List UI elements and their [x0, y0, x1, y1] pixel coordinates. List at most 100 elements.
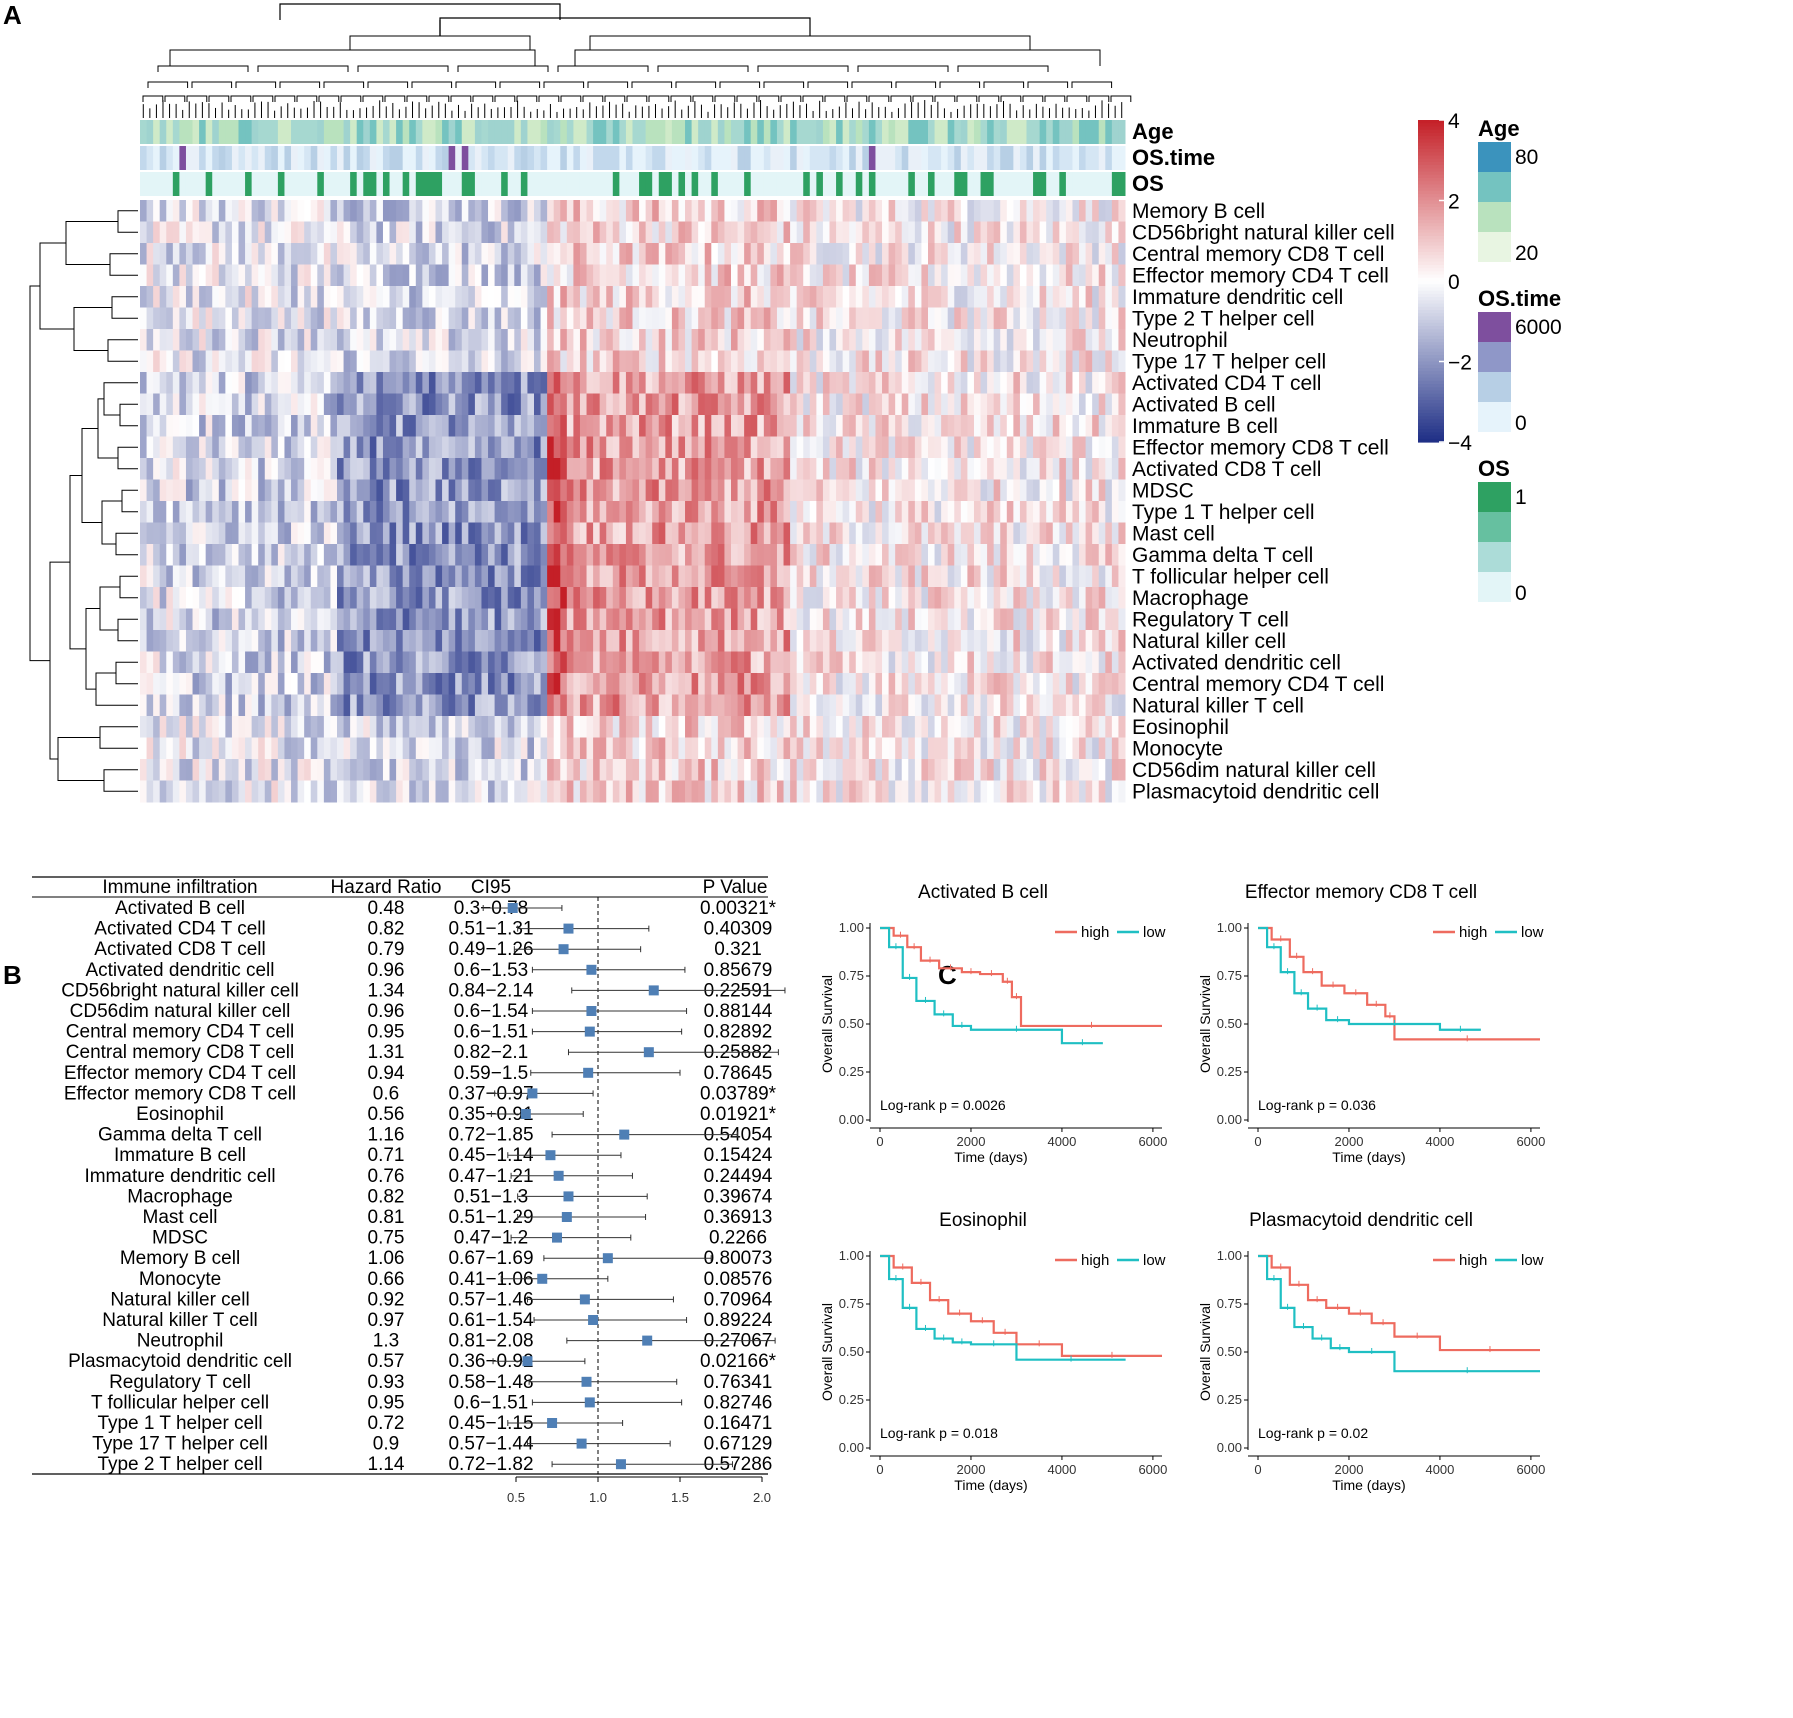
heatmap-cell: [665, 372, 673, 394]
heatmap-cell: [350, 630, 358, 652]
os-annotation-cell: [369, 172, 377, 196]
heatmap-cell: [534, 350, 542, 373]
heatmap-cell: [1098, 415, 1106, 437]
heatmap-cell: [304, 436, 312, 459]
heatmap-cell: [540, 501, 548, 523]
heatmap-cell: [967, 458, 975, 480]
heatmap-cell: [350, 393, 358, 416]
os-annotation-cell: [1092, 172, 1100, 196]
heatmap-cell: [914, 350, 922, 373]
heatmap-cell: [350, 501, 358, 523]
heatmap-cell: [258, 479, 266, 502]
heatmap-cell: [579, 200, 588, 222]
heatmap-cell: [376, 307, 384, 330]
age-annotation-cell: [356, 120, 364, 144]
heatmap-cell: [284, 673, 292, 695]
heatmap-cell: [205, 780, 213, 803]
heatmap-cell: [973, 200, 982, 222]
heatmap-cell: [882, 694, 890, 717]
heatmap-cell: [842, 780, 850, 803]
heatmap-cell: [337, 716, 345, 738]
heatmap-cell: [901, 264, 909, 287]
heatmap-cell: [685, 501, 693, 523]
heatmap-cell: [435, 329, 443, 351]
heatmap-cell: [579, 780, 588, 803]
heatmap-cell: [849, 329, 857, 351]
heatmap-cell: [914, 587, 922, 609]
heatmap-cell: [212, 673, 220, 695]
heatmap-cell: [691, 759, 699, 781]
heatmap-cell: [757, 458, 765, 480]
os-time-annotation-cell: [396, 146, 404, 170]
column-dendrogram-branch: [631, 81, 673, 88]
heatmap-cell: [251, 479, 259, 502]
heatmap-cell: [921, 630, 929, 652]
heatmap-cell: [507, 264, 515, 287]
heatmap-cell: [941, 264, 949, 287]
heatmap-cell: [553, 630, 561, 652]
heatmap-cell: [1046, 372, 1054, 394]
heatmap-cell: [1000, 393, 1008, 416]
heatmap-cell: [534, 737, 542, 760]
heatmap-cell: [507, 522, 515, 545]
heatmap-cell: [908, 307, 916, 330]
heatmap-cell: [658, 372, 666, 394]
os-time-annotation-cell: [1079, 146, 1087, 170]
os-time-annotation-cell: [192, 146, 200, 170]
heatmap-cell: [731, 501, 739, 523]
heatmap-cell: [724, 737, 732, 760]
colorbar-segment: [1418, 197, 1444, 202]
age-annotation-cell: [428, 120, 436, 144]
heatmap-cell: [599, 501, 607, 523]
heatmap-cell: [914, 329, 922, 351]
heatmap-cell: [836, 759, 844, 781]
heatmap-cell: [645, 436, 653, 459]
heatmap-cell: [704, 329, 712, 351]
heatmap-cell: [724, 264, 732, 287]
heatmap-cell: [849, 436, 857, 459]
heatmap-cell: [225, 458, 233, 480]
heatmap-cell: [822, 200, 830, 222]
heatmap-cell: [415, 651, 423, 674]
heatmap-cell: [1092, 436, 1100, 459]
heatmap-cell: [586, 221, 594, 244]
heatmap-cell: [258, 372, 266, 394]
heatmap-cell: [468, 243, 476, 265]
heatmap-cell: [993, 243, 1001, 265]
heatmap-cell: [1079, 264, 1087, 287]
heatmap-cell: [369, 458, 377, 480]
heatmap-cell: [140, 587, 148, 609]
heatmap-cell: [790, 200, 798, 222]
os-time-annotation-cell: [363, 146, 371, 170]
heatmap-cell: [763, 651, 771, 674]
heatmap-cell: [560, 716, 568, 738]
heatmap-cell: [1105, 544, 1113, 566]
heatmap-cell: [855, 501, 863, 523]
heatmap-row-label: Activated CD4 T cell: [1132, 372, 1321, 395]
heatmap-cell: [862, 544, 870, 566]
heatmap-cell: [310, 737, 318, 760]
heatmap-cell: [238, 608, 246, 631]
heatmap-cell: [783, 436, 791, 459]
heatmap-cell: [744, 716, 752, 738]
os-time-annotation-cell: [304, 146, 312, 170]
heatmap-cell: [540, 673, 548, 695]
heatmap-cell: [914, 393, 922, 416]
heatmap-cell: [1118, 522, 1126, 545]
heatmap-cell: [376, 630, 384, 652]
heatmap-cell: [606, 264, 614, 287]
heatmap-cell: [908, 329, 916, 351]
heatmap-cell: [639, 630, 647, 652]
heatmap-cell: [185, 243, 194, 265]
heatmap-cell: [973, 759, 982, 781]
heatmap-cell: [658, 737, 666, 760]
row-dendrogram-branch: [99, 586, 120, 631]
heatmap-cell: [1019, 479, 1027, 502]
heatmap-cell: [231, 630, 239, 652]
heatmap-cell: [382, 780, 391, 803]
heatmap-cell: [849, 737, 857, 760]
row-dendrogram-branch: [107, 339, 138, 362]
heatmap-cell: [632, 565, 640, 588]
heatmap-cell: [409, 286, 417, 308]
heatmap-cell: [534, 716, 542, 738]
